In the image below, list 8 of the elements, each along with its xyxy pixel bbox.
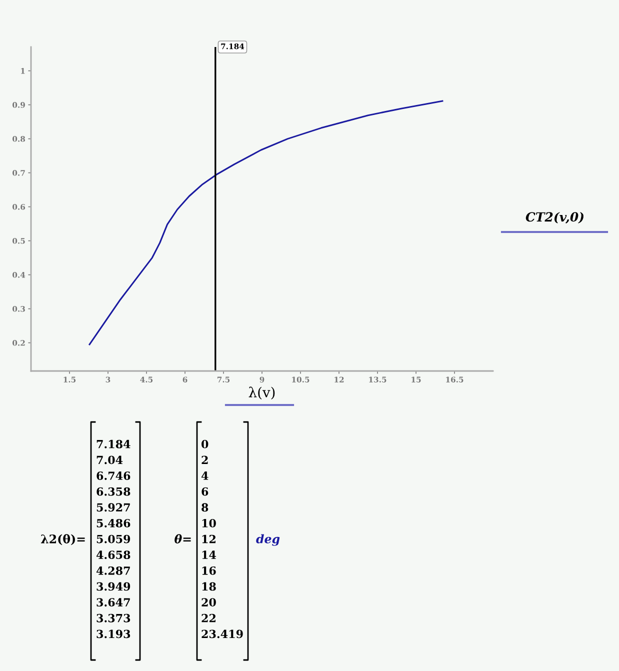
x-axis-title: λ(v) xyxy=(248,386,275,400)
y-axis-title: CT2(v,0) xyxy=(526,212,584,224)
text: λ2(θ)= xyxy=(40,534,85,546)
text: 0 2 4 6 8 10 12 14 16 18 20 22 23.419 xyxy=(201,440,243,638)
text: deg xyxy=(256,534,280,546)
text: 7.184 7.04 6.746 6.358 5.927 5.486 5.059 4.658 4.287 3.949 3.647 3.373 3.193 xyxy=(96,440,130,638)
text: θ= xyxy=(174,534,191,544)
line-series xyxy=(88,100,444,346)
